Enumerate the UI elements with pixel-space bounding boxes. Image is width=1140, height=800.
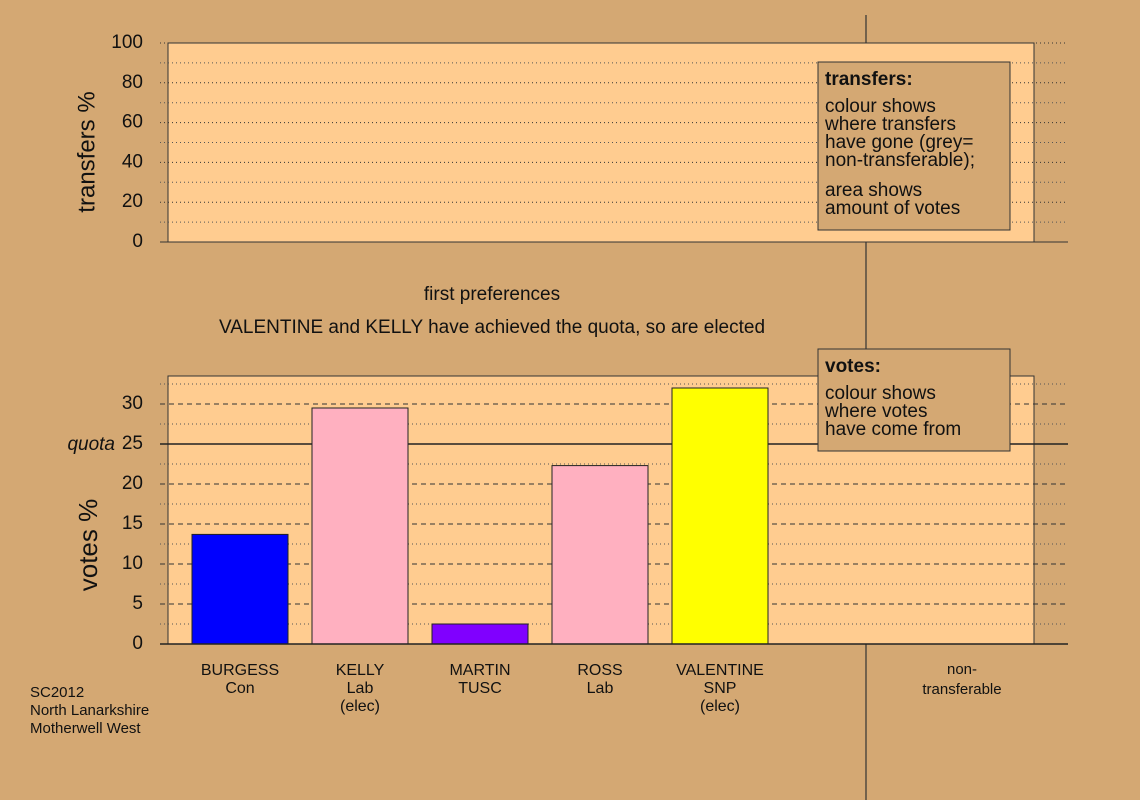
y-tick-label: 15 xyxy=(122,513,143,534)
y-tick-label: 0 xyxy=(132,633,143,654)
bar xyxy=(311,407,409,645)
y-tick-label: 20 xyxy=(122,191,143,212)
bar xyxy=(431,623,529,645)
legend-text: colour shows xyxy=(825,96,936,117)
legend-text: area shows xyxy=(825,180,922,201)
x-tick-label: SNP xyxy=(704,680,737,697)
y-tick-label: 60 xyxy=(122,112,143,133)
source-text: North Lanarkshire xyxy=(30,702,149,719)
x-tick-label: VALENTINE xyxy=(676,662,764,679)
x-tick-label: Lab xyxy=(347,680,374,697)
x-tick-label: Con xyxy=(225,680,254,697)
legend-title: transfers: xyxy=(825,69,913,90)
y-tick-label: 20 xyxy=(122,473,143,494)
chart-subtitle: VALENTINE and KELLY have achieved the qu… xyxy=(219,317,765,338)
y-axis-label: votes % xyxy=(73,499,103,592)
legend-text: non-transferable); xyxy=(825,150,975,171)
x-tick-label: (elec) xyxy=(340,698,380,715)
y-tick-label: 5 xyxy=(132,593,143,614)
y-tick-label: 80 xyxy=(122,72,143,93)
x-tick-label: Lab xyxy=(587,680,614,697)
bar xyxy=(551,465,649,645)
y-tick-label: 25 xyxy=(122,433,143,454)
source-text: Motherwell West xyxy=(30,720,141,737)
x-tick-label: BURGESS xyxy=(201,662,279,679)
y-tick-label: 100 xyxy=(111,32,143,53)
legend-text: amount of votes xyxy=(825,198,960,219)
x-tick-label: TUSC xyxy=(458,680,502,697)
chart-title: first preferences xyxy=(424,284,560,305)
legend-title: votes: xyxy=(825,356,881,377)
legend-text: have gone (grey= xyxy=(825,132,973,153)
y-tick-label: 30 xyxy=(122,393,143,414)
y-tick-label: 10 xyxy=(122,553,143,574)
extra-column-label: transferable xyxy=(922,681,1001,698)
x-tick-label: (elec) xyxy=(700,698,740,715)
y-axis-label: transfers % xyxy=(73,91,100,212)
quota-label: quota xyxy=(67,434,115,455)
legend-text: colour shows xyxy=(825,383,936,404)
legend-box xyxy=(817,61,1011,231)
x-tick-label: MARTIN xyxy=(449,662,510,679)
x-tick-label: ROSS xyxy=(577,662,622,679)
y-tick-label: 40 xyxy=(122,151,143,172)
legend-text: where votes xyxy=(824,401,927,422)
x-tick-label: KELLY xyxy=(336,662,385,679)
source-text: SC2012 xyxy=(30,684,84,701)
legend-box xyxy=(817,348,1011,452)
extra-column-label: non- xyxy=(947,661,977,678)
legend-text: have come from xyxy=(825,419,961,440)
y-tick-label: 0 xyxy=(132,231,143,252)
bar xyxy=(671,387,769,645)
legend-text: where transfers xyxy=(824,114,956,135)
bar xyxy=(191,533,289,645)
